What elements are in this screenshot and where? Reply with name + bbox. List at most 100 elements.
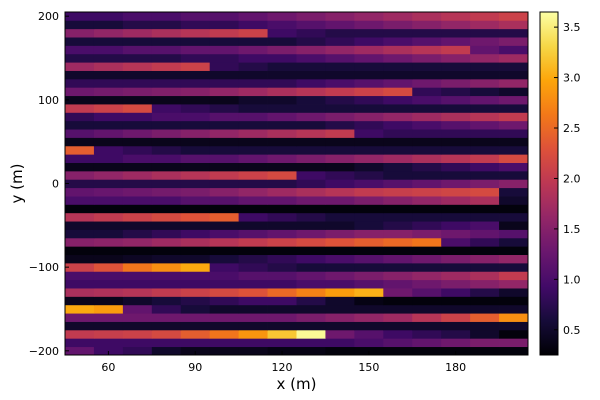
heatmap-cell bbox=[65, 20, 95, 30]
heatmap-cell bbox=[238, 53, 268, 63]
heatmap-cell bbox=[238, 346, 268, 356]
heatmap-cell bbox=[267, 271, 297, 281]
heatmap-cell bbox=[180, 262, 211, 272]
heatmap-cell bbox=[93, 179, 124, 189]
heatmap-cell bbox=[470, 170, 500, 180]
heatmap-cell bbox=[209, 329, 240, 339]
heatmap-cell bbox=[180, 53, 211, 63]
heatmap-cell bbox=[151, 20, 182, 30]
heatmap-cell bbox=[470, 296, 500, 306]
heatmap-cell bbox=[65, 104, 95, 113]
heatmap-cell bbox=[180, 246, 211, 256]
heatmap-cell bbox=[122, 78, 153, 88]
heatmap-cell bbox=[499, 162, 529, 172]
heatmap-cell bbox=[354, 12, 384, 21]
heatmap-cell bbox=[412, 279, 442, 289]
heatmap-cell bbox=[470, 229, 500, 239]
heatmap-cell bbox=[180, 154, 211, 163]
heatmap-cell bbox=[238, 288, 268, 297]
heatmap-cell bbox=[209, 37, 240, 46]
heatmap-cell bbox=[354, 237, 384, 247]
heatmap-cell bbox=[499, 187, 529, 197]
y-tick-label: −200 bbox=[29, 345, 59, 358]
heatmap-cell bbox=[470, 246, 500, 256]
heatmap-cell bbox=[267, 212, 297, 222]
heatmap-cell bbox=[209, 45, 240, 55]
heatmap-cell bbox=[296, 212, 326, 222]
heatmap-cell bbox=[441, 12, 471, 21]
heatmap-cell bbox=[325, 95, 355, 105]
heatmap-cell bbox=[441, 62, 471, 71]
x-tick-label: 180 bbox=[445, 361, 466, 374]
heatmap-cell bbox=[296, 229, 326, 239]
heatmap-cell bbox=[354, 70, 384, 80]
heatmap-cell bbox=[209, 162, 240, 172]
heatmap-cell bbox=[296, 87, 326, 97]
heatmap-cell bbox=[383, 145, 413, 155]
heatmap-cell bbox=[151, 254, 182, 264]
heatmap-cell bbox=[412, 346, 442, 356]
heatmap-cell bbox=[441, 221, 471, 230]
heatmap-cell bbox=[412, 53, 442, 63]
heatmap-cell bbox=[296, 170, 326, 180]
heatmap-cell bbox=[180, 170, 211, 180]
heatmap-cell bbox=[296, 162, 326, 172]
heatmap-cell bbox=[122, 129, 153, 138]
heatmap-cell bbox=[151, 196, 182, 205]
heatmap-cell bbox=[122, 112, 153, 122]
heatmap-cell bbox=[238, 112, 268, 122]
heatmap-cell bbox=[122, 204, 153, 214]
heatmap-cell bbox=[122, 221, 153, 230]
heatmap-cell bbox=[151, 179, 182, 189]
heatmap-cell bbox=[65, 196, 95, 205]
y-tick-label: 100 bbox=[38, 94, 59, 107]
heatmap-cell bbox=[151, 170, 182, 180]
heatmap-cell bbox=[267, 154, 297, 163]
heatmap-cell bbox=[325, 313, 355, 322]
heatmap-cell bbox=[325, 329, 355, 339]
heatmap-cell bbox=[238, 212, 268, 222]
heatmap-cell bbox=[267, 288, 297, 297]
heatmap-cell bbox=[441, 229, 471, 239]
heatmap-cell bbox=[470, 237, 500, 247]
heatmap-cell bbox=[151, 104, 182, 113]
heatmap-cell bbox=[499, 329, 529, 339]
heatmap-cell bbox=[354, 87, 384, 97]
heatmap-cell bbox=[325, 196, 355, 205]
heatmap-cell bbox=[238, 45, 268, 55]
heatmap-cell bbox=[383, 104, 413, 113]
heatmap-cell bbox=[267, 104, 297, 113]
heatmap-cell bbox=[296, 254, 326, 264]
heatmap-cell bbox=[122, 20, 153, 30]
heatmap-cell bbox=[354, 170, 384, 180]
heatmap-cell bbox=[354, 120, 384, 130]
heatmap-cell bbox=[65, 70, 95, 80]
heatmap-cell bbox=[383, 53, 413, 63]
heatmap-cell bbox=[499, 154, 529, 163]
heatmap-cell bbox=[499, 179, 529, 189]
heatmap-cell bbox=[267, 304, 297, 314]
heatmap-cell bbox=[499, 321, 529, 331]
heatmap-cell bbox=[441, 162, 471, 172]
heatmap-cell bbox=[65, 53, 95, 63]
heatmap-cell bbox=[354, 45, 384, 55]
heatmap-cell bbox=[65, 237, 95, 247]
heatmap-cell bbox=[383, 187, 413, 197]
heatmap-cell bbox=[441, 145, 471, 155]
heatmap-cell bbox=[180, 204, 211, 214]
heatmap-cell bbox=[499, 95, 529, 105]
heatmap-cell bbox=[354, 20, 384, 30]
heatmap-cell bbox=[441, 137, 471, 147]
heatmap-cell bbox=[93, 196, 124, 205]
heatmap-cell bbox=[499, 112, 529, 122]
heatmap-cell bbox=[441, 20, 471, 30]
heatmap-cell bbox=[499, 313, 529, 322]
heatmap-cell bbox=[180, 254, 211, 264]
heatmap-cell bbox=[93, 104, 124, 113]
heatmap-cell bbox=[354, 154, 384, 163]
heatmap-cell bbox=[383, 271, 413, 281]
heatmap-cell bbox=[93, 112, 124, 122]
heatmap-cell bbox=[441, 179, 471, 189]
heatmap-cell bbox=[65, 221, 95, 230]
heatmap-cell bbox=[383, 28, 413, 38]
